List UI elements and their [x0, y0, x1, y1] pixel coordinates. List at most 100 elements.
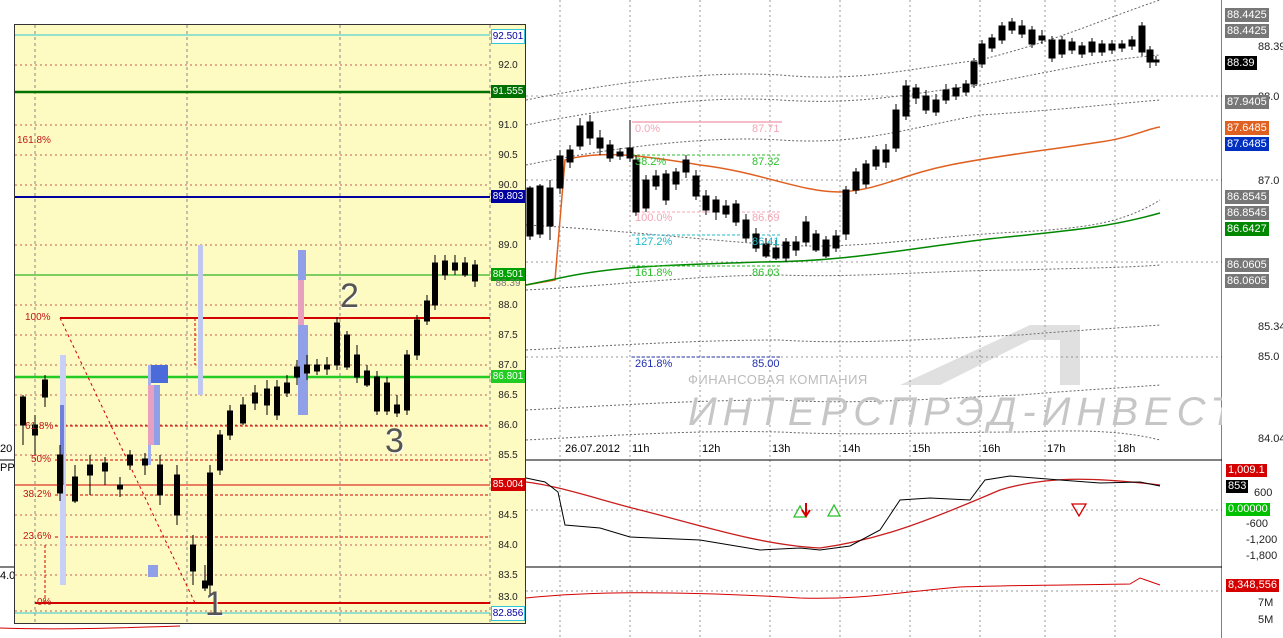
candle-body [20, 396, 26, 426]
candle-body [616, 151, 624, 157]
overlay-price-label: 90.5 [498, 150, 518, 161]
candle-body [722, 205, 730, 215]
candle-body [472, 264, 478, 282]
indicator2-left-value: 4.0 [0, 570, 16, 582]
watermark-caption: ФИНАНСОВАЯ КОМПАНИЯ [688, 372, 868, 387]
price-axis-label: 87.6485 [1225, 137, 1269, 151]
candle-body [692, 175, 700, 197]
candle-body [902, 85, 910, 117]
overlay-price-label: 88.501 [491, 268, 525, 281]
candle-body [117, 484, 123, 490]
time-label: 13h [772, 443, 791, 455]
candle-body [374, 376, 380, 412]
overlay-price-label: 84.0 [498, 540, 518, 551]
candle-body [586, 121, 594, 139]
indicator1-axis-label: 853 [1226, 480, 1249, 493]
overlay-price-label: 89.803 [491, 190, 525, 203]
main-grid [526, 0, 1222, 638]
candle-body [240, 404, 246, 424]
candle-body [432, 262, 438, 306]
overlay-chart-canvas[interactable] [15, 25, 525, 623]
fib-extension-price: 87.71 [752, 123, 780, 135]
candle-body [882, 149, 890, 163]
price-axis[interactable]: 88.442588.442588.3988.3988.087.940587.64… [1222, 0, 1283, 638]
sell-signal-icon [1070, 503, 1088, 518]
overlay-candlesticks [20, 255, 478, 597]
price-axis-label: 87.9405 [1225, 95, 1269, 109]
overlay-price-label: 88.0 [498, 300, 518, 311]
fib-extension-price: 85.00 [752, 358, 780, 370]
buy-signal-icon [826, 503, 842, 517]
fib-level-label: 23.6% [23, 531, 52, 542]
indicator1-axis-label: 1,009.1 [1226, 464, 1267, 477]
price-axis-label: 86.0605 [1225, 258, 1269, 272]
candle-body [190, 544, 196, 572]
candle-body [32, 424, 38, 436]
candle-body [1152, 59, 1160, 63]
candle-body [862, 163, 870, 185]
candle-body [872, 149, 880, 167]
candle-body [662, 173, 670, 201]
candle-body [626, 147, 634, 159]
main-candlesticks [526, 18, 1160, 262]
price-axis-label: 87.0 [1258, 175, 1280, 187]
candle-body [932, 99, 940, 113]
candle-body [442, 260, 448, 276]
candle-body [566, 149, 574, 163]
fib-level-label: 0% [37, 597, 52, 608]
orange-moving-average [525, 126, 1161, 286]
candle-body [304, 364, 310, 374]
candle-body [652, 175, 660, 187]
price-axis-label: 86.6427 [1225, 222, 1269, 236]
down-arrow-icon [801, 503, 811, 518]
overlay-price-label: 85.004 [491, 478, 525, 491]
candle-body [1108, 43, 1116, 51]
wave-label-1: 1 [205, 585, 224, 623]
overlay-price-label: 92.501 [491, 29, 525, 44]
candle-body [324, 364, 330, 370]
candle-body [264, 388, 270, 406]
indicator1-main-line [525, 475, 1161, 551]
candle-body [1128, 39, 1136, 47]
overlay-price-label: 86.801 [491, 370, 525, 383]
candle-body [978, 43, 986, 65]
candle-body [227, 410, 233, 436]
candle-body [334, 322, 340, 366]
candle-body [792, 241, 800, 251]
candle-body [1138, 25, 1146, 53]
time-label: 12h [702, 443, 721, 455]
candle-body [596, 137, 604, 149]
candle-body [314, 364, 320, 372]
candle-body [127, 454, 133, 466]
envelope-bands [525, 0, 1161, 441]
candle-body [364, 370, 370, 386]
time-label: 15h [912, 443, 931, 455]
candle-body [782, 241, 790, 259]
market-profile [60, 245, 308, 585]
overlay-price-label: 83.5 [498, 570, 518, 581]
candle-body [942, 89, 950, 101]
time-label: 16h [982, 443, 1001, 455]
candle-body [952, 87, 960, 97]
candle-body [742, 219, 750, 239]
price-axis-label: 86.8545 [1225, 206, 1269, 220]
wave-label-3: 3 [385, 422, 404, 460]
price-axis-label: 88.4425 [1225, 8, 1269, 22]
fib-level-label: 161.8% [17, 135, 51, 146]
candle-body [1118, 43, 1126, 49]
candle-body [384, 382, 390, 412]
overlay-price-label: 87.5 [498, 330, 518, 341]
time-axis: 20 26.07.2012 11h 12h 13h 14h 15h 16h 17… [0, 443, 1222, 458]
candle-body [962, 83, 970, 93]
fib-level-label: 61.8% [25, 421, 54, 432]
candle-body [1098, 43, 1106, 53]
green-moving-average [525, 212, 1161, 286]
candle-body [157, 464, 163, 496]
overlay-chart-window[interactable]: 92.501 92.0 91.555 91.0 90.5 90.0 89.803 89.0 88… [14, 24, 526, 624]
indicator1-axis-label: -1,800 [1246, 550, 1278, 562]
time-label: 11h [632, 443, 650, 455]
candle-body [42, 379, 48, 398]
fib-extension-pct: 100.0% [635, 212, 673, 224]
candle-body [394, 404, 400, 414]
candle-body [294, 366, 300, 378]
